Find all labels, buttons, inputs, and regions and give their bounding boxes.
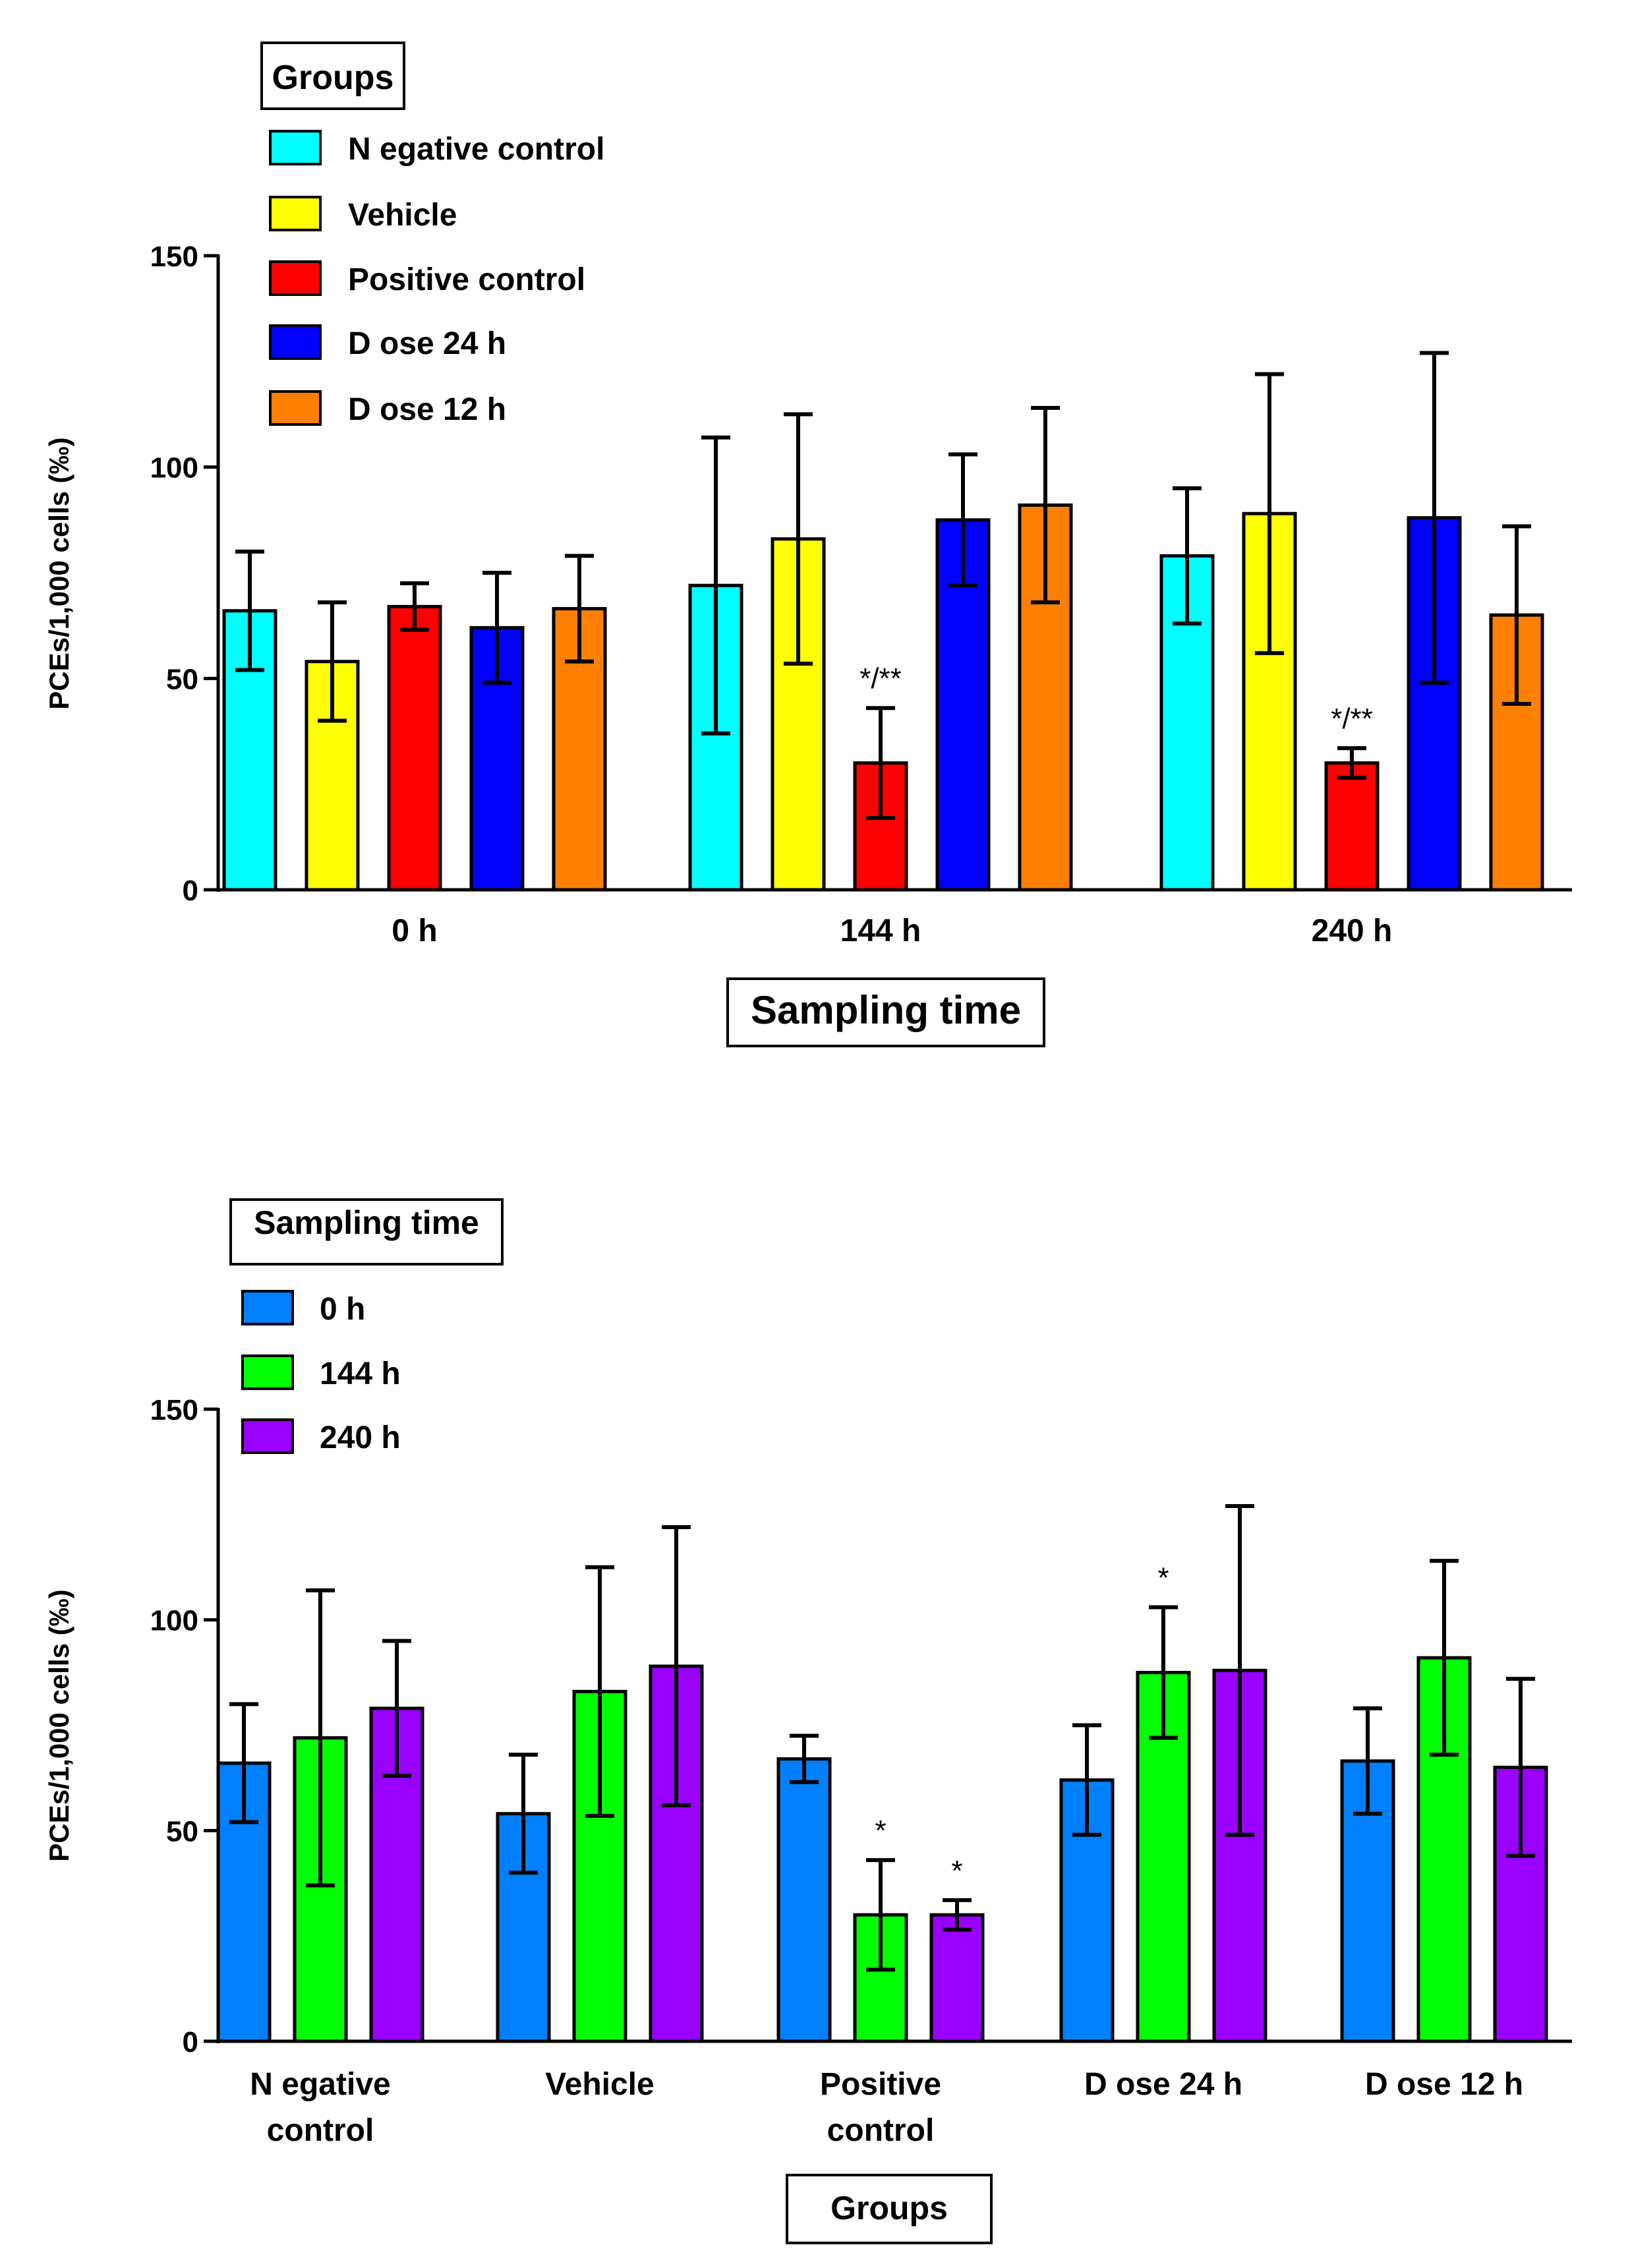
y-tick-label: 100 bbox=[150, 1605, 198, 1637]
legend-swatch bbox=[241, 1290, 294, 1325]
legend-swatch bbox=[269, 196, 322, 231]
y-tick-label: 100 bbox=[150, 452, 198, 484]
legend-title-box bbox=[260, 42, 405, 110]
chart-1: 0 50 100 150 PCEs/1,000 cells (‰) 0 h */** 144 … bbox=[44, 42, 1572, 1047]
x-axis-label-box bbox=[726, 977, 1045, 1047]
legend-label: Vehicle bbox=[348, 198, 457, 233]
x-axis-label: Groups bbox=[830, 2190, 948, 2226]
legend-title: Groups bbox=[272, 59, 394, 97]
legend-swatch bbox=[241, 1354, 294, 1390]
legend-label: N egative control bbox=[348, 132, 604, 167]
legend-label: 144 h bbox=[320, 1356, 401, 1391]
significance-label: * bbox=[875, 1815, 886, 1847]
significance-label: */** bbox=[859, 662, 902, 695]
bar bbox=[776, 1757, 832, 2043]
legend-swatch bbox=[269, 260, 322, 296]
legend-title-box bbox=[229, 1198, 504, 1265]
x-tick-label: 0 h bbox=[392, 914, 437, 948]
x-tick-label: control bbox=[827, 2113, 935, 2148]
x-tick-label: Positive bbox=[820, 2067, 941, 2102]
legend-swatch bbox=[241, 1418, 294, 1454]
y-axis-label: PCEs/1,000 cells (‰) bbox=[44, 437, 74, 709]
bar bbox=[1407, 516, 1462, 892]
x-axis-label-box bbox=[786, 2174, 993, 2244]
bar bbox=[387, 604, 442, 892]
legend-label: Positive control bbox=[348, 262, 585, 297]
legend-label: 0 h bbox=[320, 1292, 365, 1327]
y-axis-label: PCEs/1,000 cells (‰) bbox=[44, 1589, 74, 1861]
significance-label: * bbox=[1157, 1561, 1169, 1594]
bar bbox=[1324, 761, 1380, 892]
legend-swatch bbox=[269, 324, 322, 360]
significance-label: */** bbox=[1331, 703, 1373, 735]
significance-label: * bbox=[951, 1855, 962, 1887]
legend-swatch bbox=[269, 390, 322, 426]
y-tick-label: 150 bbox=[150, 241, 198, 273]
x-tick-label: 240 h bbox=[1312, 914, 1393, 948]
legend-label: D ose 24 h bbox=[348, 326, 506, 361]
x-tick-label: Vehicle bbox=[545, 2067, 654, 2102]
chart-2: 0 50 100 150 PCEs/1,000 cells (‰) N egative co… bbox=[44, 1198, 1572, 2244]
x-tick-label: 144 h bbox=[840, 914, 921, 948]
y-tick-label: 50 bbox=[166, 663, 198, 695]
x-tick-label: N egative bbox=[250, 2067, 390, 2102]
y-tick-label: 50 bbox=[166, 1815, 198, 1847]
bar bbox=[929, 1913, 985, 2043]
y-tick-label: 0 bbox=[183, 875, 198, 907]
x-axis-label: Sampling time bbox=[751, 988, 1021, 1032]
y-tick-label: 0 bbox=[183, 2026, 198, 2058]
x-tick-label: D ose 12 h bbox=[1365, 2067, 1523, 2102]
legend-label: 240 h bbox=[320, 1420, 401, 1455]
legend-label: D ose 12 h bbox=[348, 392, 506, 427]
legend-swatch bbox=[269, 130, 322, 165]
y-tick-label: 150 bbox=[150, 1394, 198, 1426]
x-tick-label: D ose 24 h bbox=[1084, 2067, 1242, 2102]
legend-title: Sampling time bbox=[254, 1204, 479, 1241]
x-tick-label: control bbox=[267, 2113, 374, 2148]
